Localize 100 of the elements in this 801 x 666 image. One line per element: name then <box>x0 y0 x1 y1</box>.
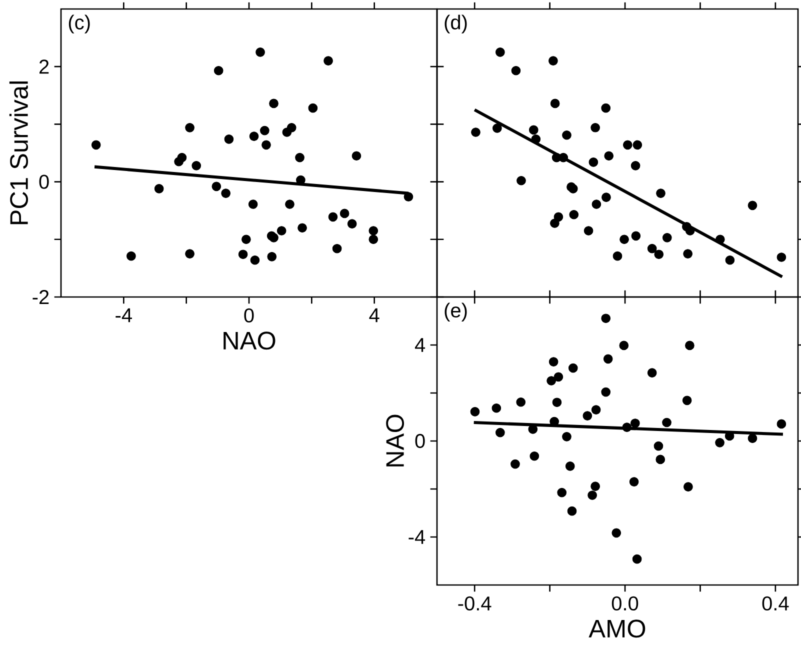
point <box>269 98 278 108</box>
x-tick-label: 4 <box>369 308 380 322</box>
annotation: (c) <box>68 14 90 34</box>
point <box>308 103 318 113</box>
point <box>368 234 378 244</box>
point <box>548 357 558 366</box>
point <box>685 340 694 350</box>
point <box>548 56 558 66</box>
point <box>588 490 597 500</box>
x-axis-title: AMO <box>588 620 646 638</box>
point <box>368 226 378 236</box>
y-axis-title: PC1 Survival <box>9 82 28 224</box>
point <box>622 140 632 150</box>
point <box>214 66 224 76</box>
point <box>224 134 234 144</box>
y-tick-label: 0 <box>415 434 425 448</box>
point <box>654 250 664 260</box>
point <box>185 122 194 132</box>
y-tick-label: -2 <box>32 290 49 304</box>
point <box>557 488 567 498</box>
point <box>286 122 296 132</box>
point <box>332 244 342 254</box>
point <box>260 126 270 136</box>
point <box>591 405 601 414</box>
point <box>496 428 505 438</box>
x-axis-title: NAO <box>224 332 276 350</box>
point <box>715 234 725 244</box>
point <box>569 210 579 220</box>
point <box>656 454 666 464</box>
point <box>682 396 692 406</box>
point <box>256 48 265 57</box>
point <box>776 252 786 262</box>
point <box>619 340 629 350</box>
point <box>352 151 362 161</box>
point <box>565 462 575 471</box>
point <box>567 506 577 516</box>
x-tick-label: -4 <box>116 308 132 322</box>
point <box>604 151 614 161</box>
point <box>662 418 672 428</box>
point <box>603 354 613 364</box>
point <box>601 103 611 113</box>
point <box>622 422 632 432</box>
point <box>276 226 286 236</box>
point <box>250 255 260 265</box>
point <box>552 398 562 408</box>
point <box>212 182 222 192</box>
point <box>601 314 611 324</box>
point <box>683 249 692 258</box>
point <box>192 160 202 170</box>
point <box>554 212 564 222</box>
point <box>267 252 277 262</box>
point <box>298 223 307 233</box>
y-axis-title: NAO <box>386 414 404 466</box>
point <box>347 219 357 229</box>
point <box>612 528 622 538</box>
point <box>590 482 600 492</box>
point <box>510 459 520 469</box>
point <box>530 451 540 461</box>
x-tick-label: 0 <box>244 308 254 323</box>
point <box>528 125 538 135</box>
point <box>546 376 556 386</box>
point <box>550 98 560 108</box>
point <box>126 251 136 261</box>
point <box>656 188 666 198</box>
point <box>324 56 333 66</box>
point <box>620 234 629 244</box>
point <box>249 132 259 141</box>
point <box>242 234 251 244</box>
point <box>776 419 786 429</box>
point <box>91 140 101 150</box>
point <box>471 128 480 137</box>
point <box>629 477 639 486</box>
x-tick-label: -0.4 <box>458 596 492 611</box>
point <box>221 188 230 198</box>
point <box>340 208 350 218</box>
point <box>562 130 572 140</box>
y-tick-label: 2 <box>40 60 49 74</box>
point <box>328 212 338 222</box>
point <box>725 255 735 265</box>
point <box>554 372 564 382</box>
point <box>684 482 693 492</box>
point <box>404 192 414 202</box>
point <box>748 200 758 210</box>
point <box>631 231 641 241</box>
point <box>582 411 592 420</box>
point <box>568 363 578 373</box>
point <box>632 554 642 564</box>
point <box>630 418 640 428</box>
point <box>516 176 526 186</box>
point <box>592 200 602 209</box>
point <box>269 232 278 242</box>
point <box>647 244 657 254</box>
point <box>562 432 572 442</box>
point <box>632 140 642 150</box>
point <box>602 192 611 202</box>
point <box>630 160 640 170</box>
point <box>612 251 622 261</box>
point <box>584 226 594 236</box>
point <box>238 250 248 260</box>
point <box>154 184 164 194</box>
